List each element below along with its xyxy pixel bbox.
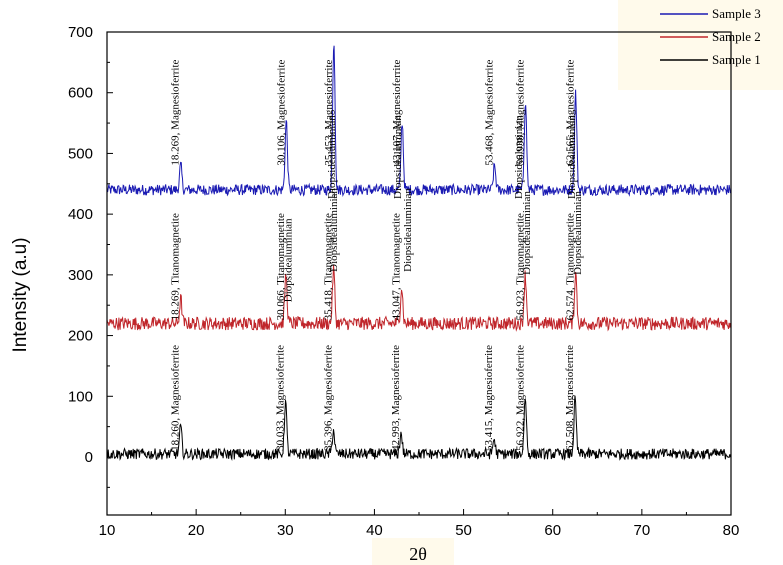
peak-annotation: 43.047, Titanomagnetite <box>391 213 403 320</box>
x-tick-label: 50 <box>455 522 472 539</box>
peak-annotation: 30.033, Magnesioferrite <box>275 345 287 451</box>
y-tick-label: 600 <box>68 85 93 102</box>
y-tick-label: 200 <box>68 328 93 345</box>
series-line-sample-1 <box>106 395 732 462</box>
plot-frame <box>106 31 732 516</box>
peak-annotation: 18.269, Magnesioferrite <box>170 59 182 165</box>
axes-layer: 10 20 30 40 50 60 70 80 0 100 200 300 400 500 600 700 <box>68 24 739 539</box>
peak-annotation: Diopsidealuminian <box>392 115 404 199</box>
x-tick-label: 10 <box>99 522 116 539</box>
peak-annotation: 56.923, Titanomagnetite <box>514 213 526 320</box>
peak-annotation: 56.938, Magnesioferrite <box>514 59 526 165</box>
peak-annotation: 62.508, Magnesioferrite <box>564 345 576 451</box>
peak-annotation: 18.269, Titanomagnetite <box>170 213 182 320</box>
y-axis-title: Intensity (a.u) <box>10 237 31 352</box>
y-tick-label: 300 <box>68 267 93 284</box>
peak-annotation: 56.922, Magnesioferrite <box>514 345 526 451</box>
peak-annotation: Diopsidealuminian <box>328 188 340 272</box>
x-tick-label: 20 <box>188 522 205 539</box>
x-tick-label: 40 <box>366 522 383 539</box>
peak-annotation: Diopsidealuminian <box>513 115 525 199</box>
annotations-layer: 18.269, Magnesioferrite 30.106, Magnesiof… <box>170 59 584 450</box>
peak-annotation: 30.066, Titanomagnetite <box>275 213 287 320</box>
series-layer <box>106 45 732 462</box>
peak-annotation: Diopsidealuminian <box>402 188 414 272</box>
peak-annotation: 53.468, Magnesioferrite <box>484 59 496 165</box>
y-tick-label: 100 <box>68 388 93 405</box>
legend: Sample 3 Sample 2 Sample 1 <box>660 6 761 67</box>
legend-label: Sample 1 <box>712 52 761 67</box>
peak-annotation: 42.993, Magnesioferrite <box>390 345 402 451</box>
xlabel-highlight <box>372 538 454 565</box>
x-tick-label: 80 <box>723 522 740 539</box>
series-line-sample-3 <box>106 45 732 197</box>
peak-annotation: 53.415, Magnesioferrite <box>483 345 495 451</box>
y-tick-label: 500 <box>68 145 93 162</box>
peak-annotation: Diopsidealuminian <box>326 115 338 199</box>
peak-annotation: 35.396, Magnesioferrite <box>322 345 334 451</box>
peak-annotation: Diopsidealuminian <box>572 191 584 275</box>
legend-label: Sample 3 <box>712 6 761 21</box>
y-tick-label: 0 <box>85 449 93 466</box>
peak-annotation: 62.565, Magnesioferrite <box>565 59 577 165</box>
x-tick-label: 70 <box>634 522 651 539</box>
peak-annotation: Diopsidealuminian <box>282 218 294 302</box>
peak-annotation: 35.418, Titanomagnetite <box>323 213 335 320</box>
peak-annotation: 43.107, Magnesioferrite <box>391 59 403 165</box>
x-axis-title: 2θ <box>409 544 427 564</box>
y-tick-label: 400 <box>68 206 93 223</box>
x-tick-label: 30 <box>277 522 294 539</box>
legend-label: Sample 2 <box>712 29 761 44</box>
y-tick-label: 700 <box>68 24 93 41</box>
x-tick-label: 60 <box>544 522 561 539</box>
peak-annotation: 35.453, Magnesioferrite <box>323 59 335 165</box>
legend-highlight <box>618 0 783 90</box>
series-line-sample-2 <box>106 264 732 332</box>
peak-annotation: 30.106, Magnesioferrite <box>275 59 287 165</box>
peak-annotation: 18.260, Magnesioferrite <box>170 345 182 451</box>
peak-annotation: 62.574, Titanomagnetite <box>565 213 577 320</box>
peak-annotation: Diopsidealuminian <box>521 191 533 275</box>
peak-annotation: Diopsidealuminian <box>566 115 578 199</box>
